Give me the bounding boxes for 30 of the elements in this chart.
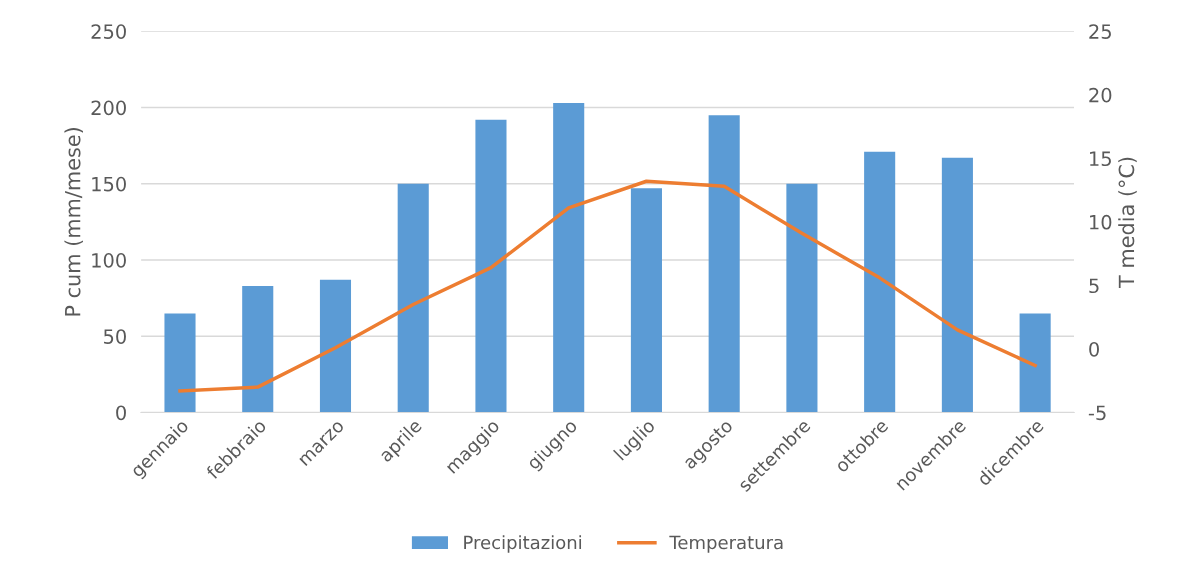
legend-label: Precipitazioni	[464, 535, 582, 553]
bar	[397, 183, 429, 413]
bar	[319, 279, 352, 413]
bar	[941, 157, 973, 413]
bar	[553, 102, 585, 413]
y2-tick-label: 5	[1089, 278, 1099, 294]
y-tick-label: 200	[91, 100, 126, 116]
y2-tick-label: 20	[1089, 87, 1112, 103]
y-tick-label: 150	[92, 176, 126, 192]
y2-tick-label: 0	[1089, 341, 1099, 357]
y2-axis-title: T media (°C)	[1118, 157, 1137, 289]
line-series	[178, 179, 1037, 393]
y-axis-title: P cum (mm/mese)	[64, 127, 83, 316]
bar	[242, 285, 274, 413]
bar	[475, 119, 507, 413]
bar	[708, 115, 740, 413]
y-tick-label: 250	[91, 24, 126, 39]
y-tick-label: 50	[104, 329, 126, 344]
y2-tick-label: -5	[1088, 405, 1106, 421]
bar	[786, 183, 818, 413]
y2-tick-label: 10	[1090, 214, 1112, 230]
bar	[630, 188, 662, 413]
y2-tick-label: 25	[1089, 24, 1111, 39]
y-tick-label: 100	[92, 252, 126, 268]
bar	[164, 313, 196, 413]
legend-label: Temperatura	[669, 535, 783, 553]
y-tick-label: 0	[116, 405, 126, 421]
bar	[1019, 313, 1051, 413]
y2-tick-label: 15	[1090, 151, 1111, 167]
bar	[864, 151, 896, 413]
